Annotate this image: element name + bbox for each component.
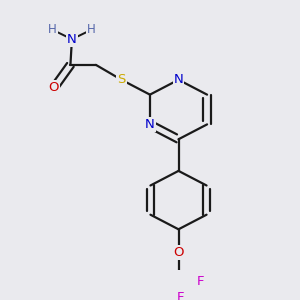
Text: F: F [176, 291, 184, 300]
Text: S: S [117, 73, 126, 86]
Text: O: O [173, 246, 184, 259]
Text: N: N [145, 118, 155, 131]
Text: O: O [49, 81, 59, 94]
Text: F: F [197, 275, 205, 288]
Text: H: H [87, 23, 96, 36]
Text: N: N [174, 73, 183, 86]
Text: N: N [67, 33, 77, 46]
Text: H: H [48, 23, 57, 36]
